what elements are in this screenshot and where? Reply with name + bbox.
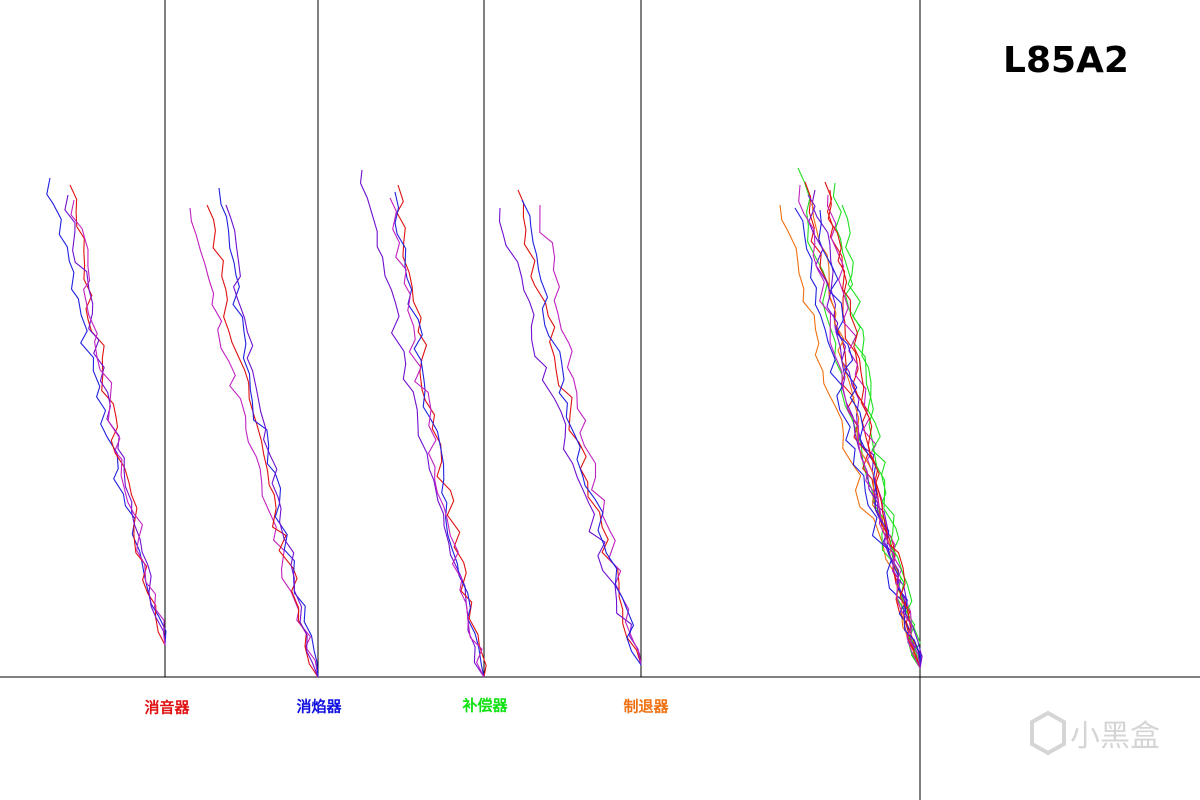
title: L85A2 bbox=[1003, 40, 1129, 81]
recoil-trace bbox=[206, 204, 319, 678]
attachment-label: 消焰器 bbox=[296, 698, 342, 716]
recoil-trace bbox=[189, 207, 319, 678]
recoil-trace bbox=[46, 177, 167, 646]
recoil-trace bbox=[807, 194, 923, 669]
recoil-trace bbox=[841, 204, 921, 669]
recoil-trace bbox=[396, 184, 487, 678]
attachment-label: 消音器 bbox=[144, 699, 190, 717]
watermark: 小黑盒 bbox=[1030, 710, 1160, 756]
recoil-trace bbox=[832, 182, 921, 669]
recoil-trace bbox=[798, 184, 921, 669]
recoil-trace bbox=[797, 167, 921, 669]
recoil-trace bbox=[70, 199, 166, 646]
recoil-trace bbox=[827, 189, 921, 669]
recoil-trace bbox=[218, 187, 319, 678]
watermark-text: 小黑盒 bbox=[1070, 719, 1160, 754]
attachment-label: 补偿器 bbox=[461, 697, 508, 715]
recoil-trace bbox=[64, 194, 166, 646]
watermark-icon bbox=[1030, 710, 1066, 756]
recoil-trace bbox=[521, 199, 642, 666]
recoil-trace bbox=[794, 207, 921, 669]
attachment-label: 制退器 bbox=[623, 698, 669, 716]
traces bbox=[46, 167, 923, 678]
recoil-trace bbox=[498, 207, 642, 666]
recoil-trace bbox=[389, 197, 485, 678]
recoil-trace bbox=[394, 191, 485, 678]
recoil-trace bbox=[359, 169, 485, 678]
recoil-trace bbox=[517, 189, 642, 666]
recoil-trace bbox=[225, 204, 319, 678]
recoil-trace bbox=[539, 204, 642, 666]
